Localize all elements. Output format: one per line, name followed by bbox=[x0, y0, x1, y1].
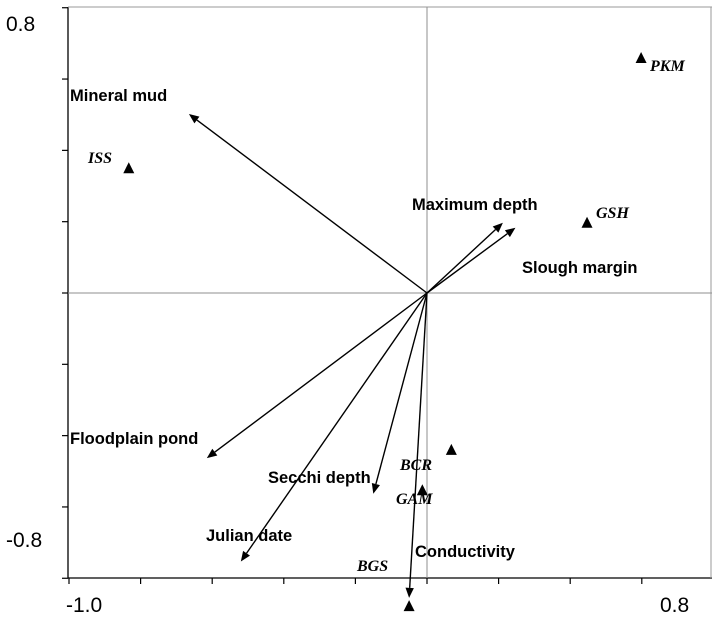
vector-conductivity-shaft bbox=[408, 292, 428, 588]
site-marker-bcr bbox=[445, 443, 457, 455]
vector-mineral-mud-arrowhead bbox=[188, 113, 200, 124]
x-tick-label-right: 0.8 bbox=[660, 594, 689, 617]
vector-label-mineral-mud: Mineral mud bbox=[70, 87, 167, 105]
vector-secchi-depth-shaft bbox=[375, 292, 428, 485]
vector-maximum-depth-shaft bbox=[426, 229, 497, 294]
site-label-iss: ISS bbox=[87, 150, 112, 167]
axis-ticks bbox=[62, 7, 643, 584]
vector-label-secchi-depth: Secchi depth bbox=[268, 469, 371, 487]
site-marker-iss bbox=[123, 162, 135, 174]
vector-julian-date-arrowhead bbox=[240, 550, 250, 562]
vector-slough-margin-arrowhead bbox=[504, 227, 516, 238]
chart-labels: 0.8 -0.8 -1.0 0.8 Mineral mud Maximum depth Sl… bbox=[6, 13, 689, 617]
vector-julian-date-shaft bbox=[245, 292, 428, 554]
vector-label-maximum-depth: Maximum depth bbox=[412, 196, 538, 214]
site-points bbox=[123, 52, 647, 612]
site-marker-gsh bbox=[581, 216, 593, 228]
site-label-pkm: PKM bbox=[649, 58, 685, 75]
vector-maximum-depth-arrowhead bbox=[492, 222, 503, 233]
vector-label-julian-date: Julian date bbox=[206, 527, 292, 545]
vector-secchi-depth-arrowhead bbox=[371, 483, 380, 494]
environmental-vectors bbox=[188, 113, 516, 598]
vector-slough-margin-shaft bbox=[426, 233, 508, 294]
y-tick-label-top: 0.8 bbox=[6, 13, 35, 36]
site-marker-bgs bbox=[403, 600, 415, 612]
y-tick-label-bottom: -0.8 bbox=[6, 529, 42, 552]
site-marker-gam bbox=[416, 484, 428, 496]
vector-label-slough-margin: Slough margin bbox=[522, 259, 638, 277]
site-label-bcr: BCR bbox=[399, 457, 432, 474]
vector-conductivity-arrowhead bbox=[405, 587, 414, 598]
site-label-gam: GAM bbox=[396, 491, 433, 508]
site-label-gsh: GSH bbox=[596, 205, 629, 222]
vector-floodplain-pond-shaft bbox=[214, 292, 428, 453]
vector-label-conductivity: Conductivity bbox=[415, 543, 516, 561]
vector-floodplain-pond-arrowhead bbox=[206, 448, 218, 459]
vector-label-floodplain-pond: Floodplain pond bbox=[70, 430, 198, 448]
site-marker-pkm bbox=[635, 52, 647, 64]
site-label-bgs: BGS bbox=[356, 558, 388, 575]
x-tick-label-left: -1.0 bbox=[66, 594, 102, 617]
vector-mineral-mud-shaft bbox=[196, 119, 428, 294]
